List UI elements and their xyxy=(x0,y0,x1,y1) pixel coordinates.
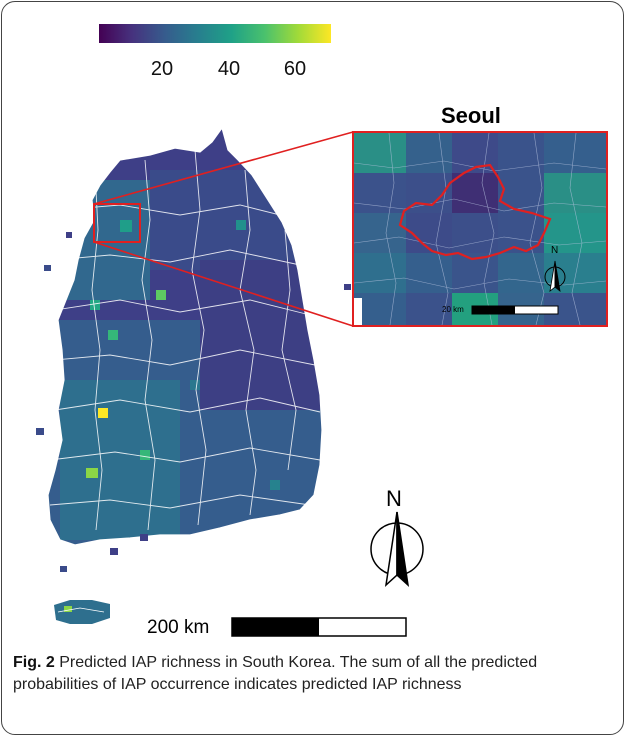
seoul-inset-map: N 20 km xyxy=(352,131,608,327)
inset-north-arrow-icon xyxy=(544,260,566,292)
inset-title: Seoul xyxy=(441,103,501,128)
jeju-island xyxy=(54,600,110,624)
inset-north-label: N xyxy=(551,245,559,256)
color-scale-tick-60: 60 xyxy=(283,58,307,80)
seoul-boundary xyxy=(398,163,552,261)
inset-connector-bottom xyxy=(93,241,354,327)
inset-scale-label: 20 km xyxy=(442,305,464,314)
north-label: N xyxy=(386,486,402,511)
north-arrow-icon xyxy=(370,511,424,587)
korea-outline xyxy=(47,126,323,546)
scale-bar-label: 200 km xyxy=(147,617,210,638)
color-scale-tick-40: 40 xyxy=(217,58,241,80)
seoul-highlight-box xyxy=(93,203,141,243)
inset-scale-bar xyxy=(471,305,559,315)
color-scale-tick-20: 20 xyxy=(150,58,174,80)
islands xyxy=(36,232,351,572)
seoul-raster xyxy=(354,133,606,325)
scale-bar xyxy=(231,617,407,637)
figure-caption: Fig. 2 Predicted IAP richness in South K… xyxy=(13,652,613,696)
color-scale-bar xyxy=(99,24,331,43)
inset-connector-top xyxy=(93,131,354,205)
caption-figure-label: Fig. 2 xyxy=(13,654,55,671)
caption-text: Predicted IAP richness in South Korea. T… xyxy=(13,654,538,693)
richness-raster xyxy=(48,128,322,545)
